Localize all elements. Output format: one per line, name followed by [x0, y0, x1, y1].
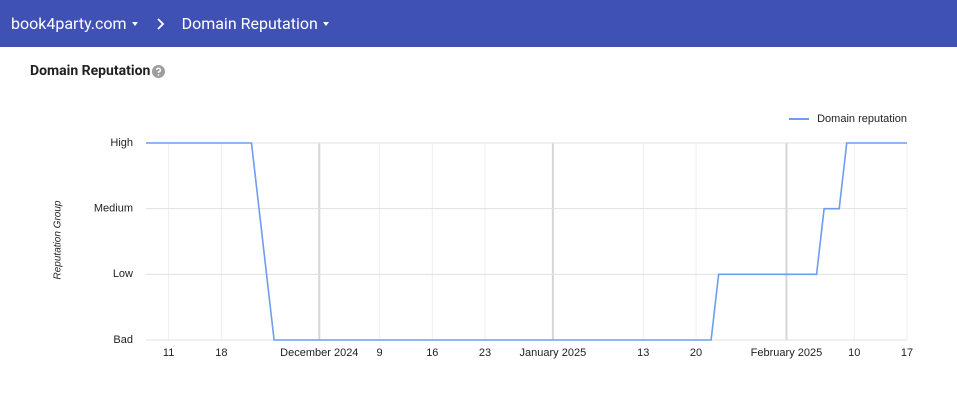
help-icon[interactable] — [152, 64, 166, 78]
breadcrumb-text: Domain Reputation — [181, 14, 318, 33]
page-title: Domain Reputation — [30, 63, 166, 79]
y-tick-label: Medium — [94, 203, 133, 215]
x-tick-label: 16 — [426, 347, 438, 359]
chevron — [156, 17, 164, 30]
legend-label: Domain reputation — [817, 113, 907, 125]
y-axis-label: Reputation Group — [53, 200, 64, 279]
y-tick-label: Bad — [113, 334, 133, 346]
x-tick-label: December 2024 — [280, 347, 358, 359]
breadcrumb-text: book4party.com — [11, 14, 127, 33]
x-tick-label: February 2025 — [751, 347, 823, 359]
y-tick-label: Low — [113, 268, 133, 280]
caret — [322, 21, 329, 26]
x-tick-label: January 2025 — [520, 347, 587, 359]
caret — [131, 21, 138, 26]
breadcrumb[interactable]: book4party.com — [11, 14, 138, 33]
series-line — [146, 142, 907, 341]
x-tick-label: 9 — [377, 347, 383, 359]
x-tick-label: 10 — [848, 347, 860, 359]
x-tick-label: 23 — [479, 347, 491, 359]
x-tick-label: 18 — [215, 347, 227, 359]
x-tick-label: 17 — [901, 347, 913, 359]
x-tick-label: 13 — [637, 347, 649, 359]
y-tick-label: High — [110, 137, 133, 149]
x-tick-label: 20 — [690, 347, 702, 359]
page-title-text: Domain Reputation — [30, 63, 151, 79]
breadcrumb[interactable]: Domain Reputation — [182, 14, 329, 33]
x-tick-label: 11 — [163, 347, 174, 359]
top-bar: book4party.com Domain Reputation — [0, 0, 957, 47]
